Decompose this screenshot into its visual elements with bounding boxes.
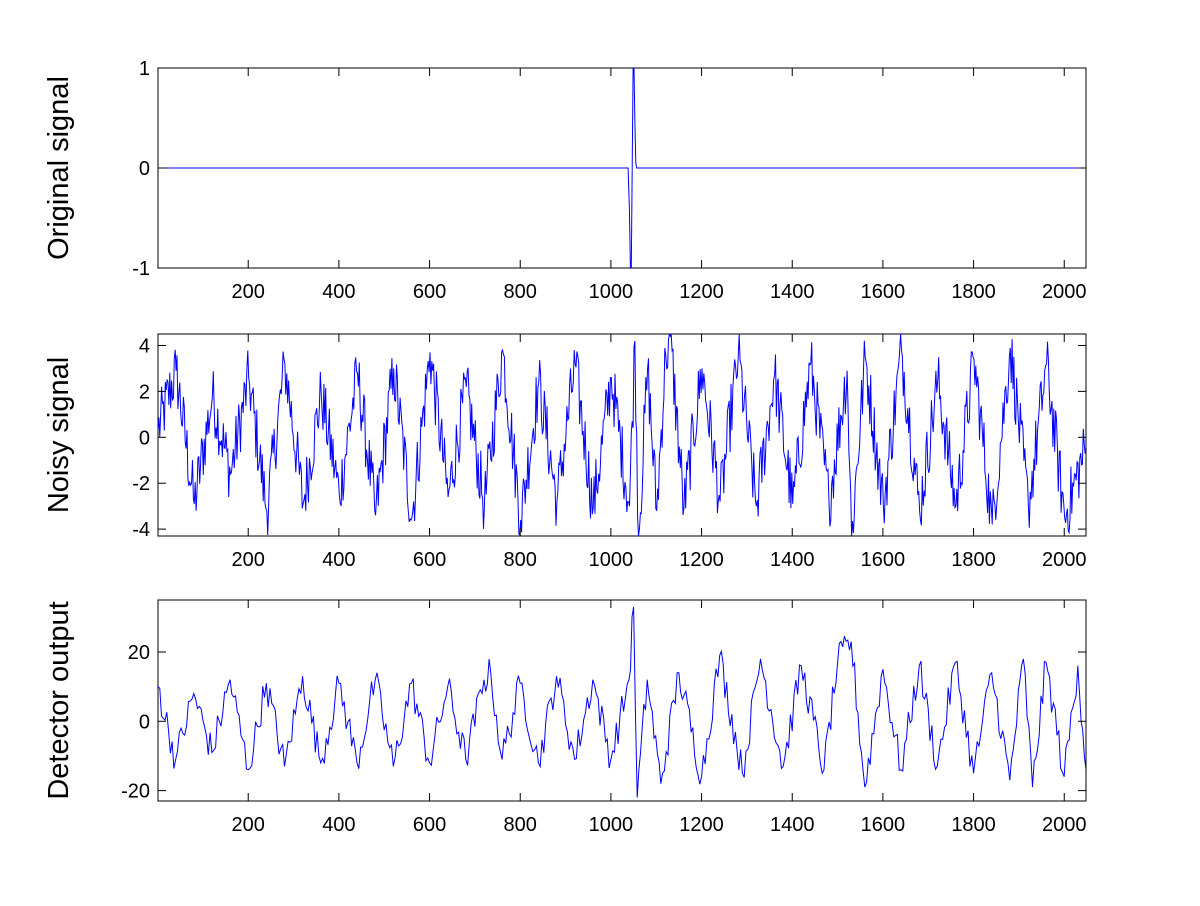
x-tick-label: 1000 <box>589 281 634 303</box>
y-tick-label: -4 <box>132 519 150 541</box>
series-line <box>158 68 1086 268</box>
x-tick-label: 2000 <box>1042 549 1087 571</box>
x-tick-label: 1000 <box>589 549 634 571</box>
x-tick-label: 400 <box>322 814 355 836</box>
y-tick-label: 20 <box>128 642 150 664</box>
y-tick-label: 0 <box>139 711 150 733</box>
subplot-detector-output: 200 400 600 800 1000 1200 1400 1600 1800 2000 -20 0… <box>43 599 1087 836</box>
y-tick-label: 1 <box>139 58 150 80</box>
x-tick-label: 1800 <box>951 814 996 836</box>
x-tick-label: 1200 <box>679 814 724 836</box>
y-axis-label: Original signal <box>43 76 75 260</box>
x-tick-label: 200 <box>232 549 265 571</box>
x-tick-label: 1800 <box>951 281 996 303</box>
x-tick-label: 1400 <box>770 814 815 836</box>
x-tick-label: 600 <box>413 814 446 836</box>
series-line <box>158 606 1086 798</box>
x-tick-label: 1400 <box>770 281 815 303</box>
x-tick-label: 1600 <box>861 814 906 836</box>
y-tick-label: 0 <box>139 427 150 449</box>
y-tick-label: 0 <box>139 158 150 180</box>
x-tick-label: 2000 <box>1042 814 1087 836</box>
y-tick-label: 4 <box>139 335 150 357</box>
y-tick-label: -20 <box>121 781 150 803</box>
x-tick-label: 800 <box>504 814 537 836</box>
x-tick-label: 1000 <box>589 814 634 836</box>
x-tick-label: 600 <box>413 549 446 571</box>
x-tick-label: 200 <box>232 814 265 836</box>
x-tick-label: 1600 <box>861 549 906 571</box>
y-tick-label: -2 <box>132 473 150 495</box>
x-tick-label: 400 <box>322 549 355 571</box>
x-tick-label: 800 <box>504 281 537 303</box>
y-axis-label: Noisy signal <box>43 357 75 513</box>
y-tick-label: 2 <box>139 381 150 403</box>
x-tick-label: 600 <box>413 281 446 303</box>
x-tick-label: 400 <box>322 281 355 303</box>
x-tick-label: 200 <box>232 281 265 303</box>
x-tick-label: 1200 <box>679 549 724 571</box>
x-tick-label: 1200 <box>679 281 724 303</box>
x-tick-label: 800 <box>504 549 537 571</box>
subplot-original-signal: 200 400 600 800 1000 1200 1400 1600 1800 2000 -1 0 1… <box>43 58 1087 303</box>
y-tick-label: -1 <box>132 258 150 280</box>
y-axis-label: Detector output <box>43 601 75 799</box>
x-tick-label: 2000 <box>1042 281 1087 303</box>
series-line <box>158 334 1086 536</box>
x-tick-label: 1600 <box>861 281 906 303</box>
subplot-noisy-signal: 200 400 600 800 1000 1200 1400 1600 1800 2000 -4 -2… <box>43 333 1087 571</box>
x-tick-label: 1400 <box>770 549 815 571</box>
x-tick-label: 1800 <box>951 549 996 571</box>
